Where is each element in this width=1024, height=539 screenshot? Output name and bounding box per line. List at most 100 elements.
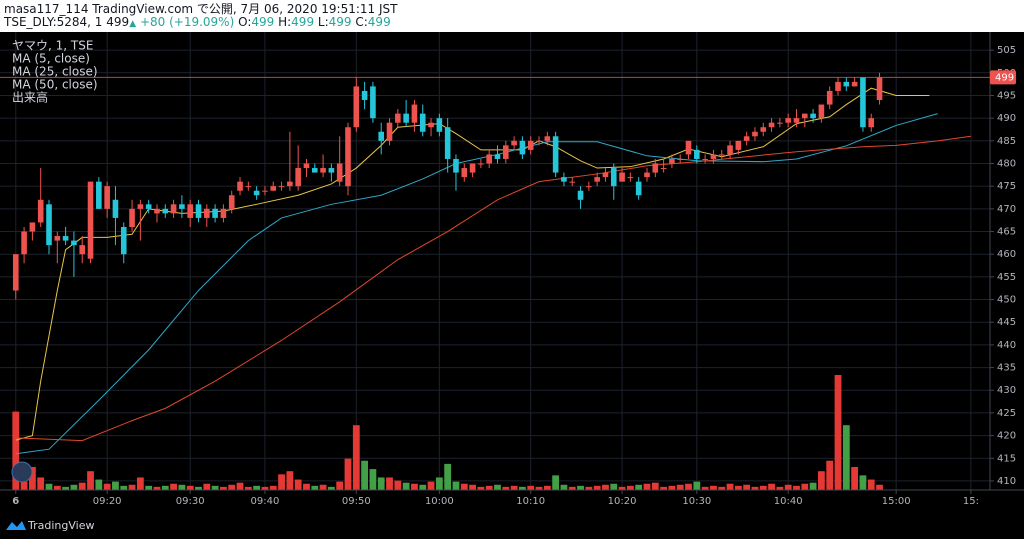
candle-body [743,136,750,141]
volume-bar [469,484,476,490]
candle-body [328,168,335,173]
volume-bar [502,486,510,490]
change: +80 (+19.09%) [139,15,235,29]
volume-bar [626,485,634,490]
candle-body [104,186,110,209]
volume-bar [286,471,294,490]
candle-body [610,168,617,187]
x-tick-label: 09:50 [342,496,371,507]
volume-bar [394,480,402,490]
volume-bar [327,486,335,490]
volume-bar [494,484,501,490]
low-label: L: [317,15,329,29]
legend-ma50: MA (50, close) [12,78,98,92]
high-value: 499 [291,15,315,29]
last: 499 [106,15,130,29]
y-tick-label: 435 [997,363,1016,374]
candle-body [826,90,833,105]
volume-bar [261,486,269,490]
volume-bar [361,460,369,490]
candle-body [818,104,825,119]
volume-bar [660,486,667,490]
candle-body [320,168,326,173]
legend-ma5: MA (5, close) [12,52,90,66]
candle-body [876,77,883,101]
volume-bar [203,483,211,490]
volume-bar [70,484,78,490]
candle-body [411,104,418,123]
volume-bar [718,486,726,490]
candle-body [436,118,443,132]
volume-bar [444,463,452,490]
ma-line [15,135,971,442]
open-value: 499 [251,15,275,29]
candle-layer [12,72,883,300]
volume-bar [419,484,427,490]
volume-bar [710,485,717,490]
volume-bar [842,425,850,490]
volume-bar [352,425,360,490]
x-tick-label: 09:20 [93,496,122,507]
candle-body [295,168,301,187]
volume-bar [377,477,385,490]
volume-bar [743,484,751,490]
x-tick-label: 09:30 [176,496,205,507]
candle-body [478,163,484,165]
candle-body [46,204,52,246]
volume-bar [867,479,875,490]
candle-body [785,118,791,123]
volume-bar [776,486,784,490]
volume-bar [834,375,842,490]
y-tick-label: 450 [997,295,1016,306]
x-tick-label: 6 [12,496,19,507]
volume-bar [452,481,460,490]
y-tick-label: 470 [997,204,1016,215]
legend-volume: 出来高 [12,90,48,105]
candle-body [345,127,351,187]
volume-bar [734,485,742,490]
candle-body [586,186,592,188]
candle-body [29,222,36,232]
low-value: 499 [328,15,352,29]
candle-body [793,118,800,123]
x-tick-label: 10:00 [425,496,454,507]
candle-body [710,154,717,159]
y-tick-label: 425 [997,408,1016,419]
candle-body [237,181,243,191]
y-tick-label: 460 [997,249,1016,260]
candle-body [511,140,517,146]
volume-bar [768,483,775,490]
volume-bar [818,471,825,490]
volume-bar [45,483,53,490]
logo-badge[interactable] [11,461,33,483]
candle-body [87,181,94,259]
candle-body [137,204,144,209]
volume-bar [851,467,859,490]
candle-body [760,127,767,132]
candle-body [494,154,501,159]
last-price-box [990,70,1016,85]
volume-bar [369,469,377,490]
candle-body [644,172,650,178]
candle-body [519,140,526,155]
candle-body [453,158,459,173]
legend-ma25: MA (25, close) [12,65,98,79]
candle-body [577,190,584,200]
candle-body [378,131,385,141]
candle-body [129,208,135,227]
volume-bar [78,482,86,490]
candle-body [21,231,27,255]
y-tick-label: 475 [997,181,1016,192]
volume-bar [593,485,601,490]
candle-body [336,163,343,182]
volume-bar [269,485,277,490]
candle-body [12,254,19,291]
volume-bar [186,485,194,490]
candle-body [179,204,185,209]
axes: 410 415 420 425 430 435 440 445 450 455 460 465 470 4… [0,45,1016,507]
volume-bar [53,485,61,490]
volume-bar [128,484,136,490]
volume-bar [701,486,709,490]
